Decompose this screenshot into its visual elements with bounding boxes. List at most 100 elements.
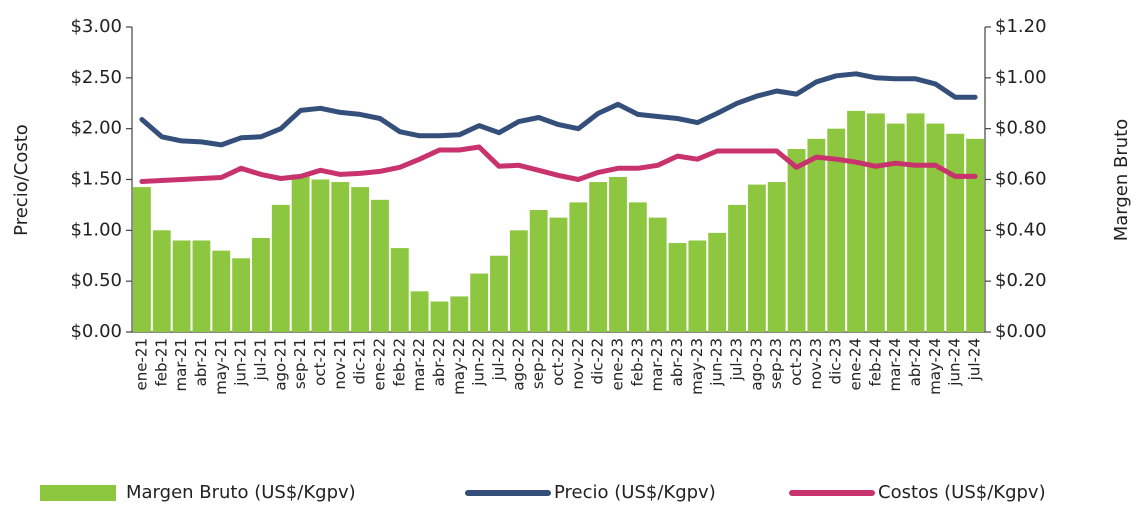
bar: [628, 202, 647, 332]
x-tick-label: sep-22: [529, 338, 547, 389]
x-tick-label: may-24: [926, 338, 944, 395]
x-tick-label: dic-21: [351, 338, 369, 384]
y-tick-label: $1.00: [70, 219, 122, 240]
bar: [847, 110, 865, 332]
legend-label: Costos (US$/Kgpv): [878, 482, 1046, 503]
bar: [827, 128, 846, 332]
x-tick-label: ago-21: [271, 338, 289, 391]
bar: [172, 240, 191, 332]
y2-tick-label: $0.80: [995, 118, 1047, 139]
x-tick-label: abr-23: [668, 338, 686, 386]
bar: [331, 182, 350, 332]
y2-tick-label: $0.20: [995, 270, 1047, 291]
x-tick-label: ago-23: [747, 338, 765, 391]
bar: [232, 258, 251, 332]
bar: [529, 210, 548, 332]
bar: [252, 237, 270, 332]
bar: [490, 255, 508, 332]
bar: [966, 138, 984, 332]
x-tick-label: mar-22: [410, 338, 428, 392]
x-tick-label: nov-22: [569, 338, 587, 390]
x-tick-label: feb-24: [866, 338, 884, 387]
bar: [549, 217, 568, 332]
bar: [509, 230, 528, 332]
x-tick-label: jun-24: [946, 338, 964, 387]
x-tick-label: ago-22: [509, 338, 527, 391]
x-tick-label: jun-22: [470, 338, 488, 387]
x-tick-label: ene-24: [847, 338, 865, 390]
bar: [787, 149, 806, 332]
x-tick-label: dic-23: [827, 338, 845, 384]
x-tick-label: jul-23: [728, 338, 746, 381]
x-tick-label: mar-24: [886, 338, 904, 392]
bar: [470, 273, 489, 332]
x-tick-label: mar-21: [172, 338, 190, 392]
x-tick-label: jun-21: [232, 338, 250, 387]
x-tick-label: jul-22: [489, 338, 507, 381]
x-tick-label: ene-23: [609, 338, 627, 390]
bar: [212, 250, 231, 332]
y-tick-label: $0.50: [70, 270, 122, 291]
bar: [410, 291, 429, 332]
bar: [946, 133, 965, 332]
bar: [767, 182, 786, 332]
x-tick-label: oct-23: [787, 338, 805, 386]
x-tick-label: abr-21: [192, 338, 210, 386]
y2-tick-label: $1.20: [995, 16, 1047, 37]
bar: [133, 187, 151, 332]
x-tick-label: dic-22: [589, 338, 607, 384]
bar: [430, 301, 449, 332]
legend-label: Margen Bruto (US$/Kgpv): [126, 482, 356, 503]
legend-swatch: [40, 485, 116, 501]
x-tick-label: feb-23: [628, 338, 646, 387]
y2-tick-label: $0.00: [995, 321, 1047, 342]
x-tick-label: may-23: [688, 338, 706, 395]
bar: [926, 123, 945, 332]
x-tick-label: may-21: [212, 338, 230, 395]
x-tick-label: sep-23: [767, 338, 785, 389]
bar: [311, 179, 330, 332]
bar: [351, 187, 370, 332]
y-tick-label: $0.00: [70, 321, 122, 342]
x-tick-label: nov-23: [807, 338, 825, 390]
y2-axis-title: Margen Bruto: [1111, 119, 1132, 242]
bar: [589, 182, 608, 332]
bar: [371, 199, 389, 332]
bar: [271, 204, 290, 332]
bar: [728, 204, 746, 332]
bar: [747, 184, 766, 332]
x-tick-label: jun-23: [708, 338, 726, 387]
bar: [569, 202, 588, 332]
bar: [291, 174, 310, 332]
x-tick-label: mar-23: [648, 338, 666, 392]
bar: [708, 232, 727, 332]
bar: [906, 113, 925, 333]
line: [139, 71, 978, 148]
bar: [152, 230, 171, 332]
x-tick-label: abr-24: [906, 338, 924, 386]
y-axis-title: Precio/Costo: [11, 124, 32, 236]
bar: [886, 123, 905, 332]
x-tick-label: feb-22: [390, 338, 408, 387]
x-tick-label: jul-24: [966, 338, 984, 381]
x-tick-label: oct-21: [311, 338, 329, 386]
y-tick-label: $1.50: [70, 169, 122, 190]
x-tick-label: ene-22: [370, 338, 388, 390]
y2-tick-label: $1.00: [995, 67, 1047, 88]
bar: [866, 113, 885, 333]
line: [139, 144, 978, 184]
bar: [648, 217, 667, 332]
x-tick-label: jul-21: [251, 338, 269, 381]
y2-tick-label: $0.40: [995, 219, 1047, 240]
bar: [688, 240, 707, 332]
y-tick-label: $2.00: [70, 118, 122, 139]
x-tick-label: abr-22: [430, 338, 448, 386]
bar: [390, 248, 409, 332]
x-tick-label: sep-21: [291, 338, 309, 389]
y-tick-label: $2.50: [70, 67, 122, 88]
bar: [192, 240, 211, 332]
y2-tick-label: $0.60: [995, 169, 1047, 190]
bar: [609, 176, 627, 332]
x-tick-label: ene-21: [132, 338, 150, 390]
